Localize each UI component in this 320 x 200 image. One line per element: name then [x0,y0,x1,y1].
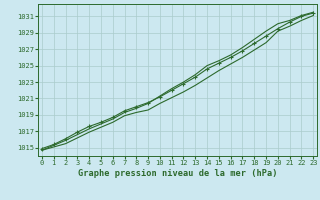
X-axis label: Graphe pression niveau de la mer (hPa): Graphe pression niveau de la mer (hPa) [78,169,277,178]
